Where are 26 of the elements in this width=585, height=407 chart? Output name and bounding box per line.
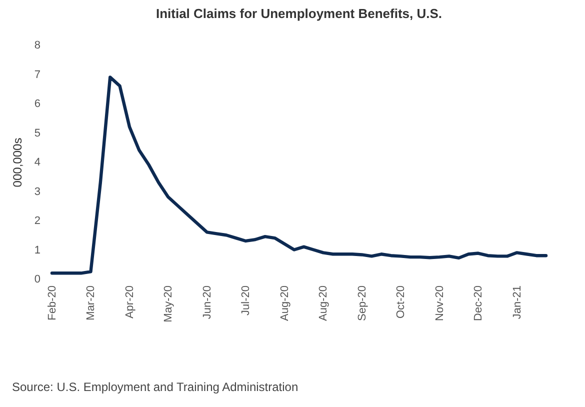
x-tick-label: Aug-20 bbox=[278, 286, 291, 321]
x-tick-label: Sep-20 bbox=[356, 286, 368, 321]
line-series bbox=[50, 76, 548, 275]
y-axis-title: 000,000s bbox=[10, 138, 24, 188]
x-tick-label: Jul-20 bbox=[240, 286, 252, 316]
x-tick-label: Mar-20 bbox=[85, 286, 98, 320]
x-tick-label: Jan-21 bbox=[511, 286, 524, 320]
source-note: Source: U.S. Employment and Training Administration bbox=[12, 380, 298, 394]
x-tick-label: Dec-20 bbox=[472, 286, 485, 321]
y-tick-label: 6 bbox=[34, 98, 40, 110]
x-tick-label: Feb-20 bbox=[46, 286, 58, 320]
y-tick-label: 8 bbox=[34, 40, 40, 52]
x-tick-label: Oct-20 bbox=[395, 286, 408, 319]
y-tick-label: 1 bbox=[34, 244, 40, 256]
chart-title: Initial Claims for Unemployment Benefits, U.S. bbox=[156, 6, 442, 21]
x-tick-label: Jun-20 bbox=[201, 286, 214, 320]
y-tick-label: 4 bbox=[34, 156, 40, 168]
x-tick-label: Nov-20 bbox=[434, 286, 446, 321]
y-tick-label: 7 bbox=[34, 68, 40, 81]
x-tick-label: May-20 bbox=[162, 286, 175, 322]
y-tick-label: 5 bbox=[34, 127, 40, 140]
y-tick-label: 0 bbox=[34, 274, 40, 286]
x-tick-label: Aug-20 bbox=[318, 286, 330, 321]
y-tick-label: 2 bbox=[34, 215, 40, 227]
y-tick-label: 3 bbox=[34, 186, 40, 198]
x-tick-label: Apr-20 bbox=[124, 286, 136, 319]
